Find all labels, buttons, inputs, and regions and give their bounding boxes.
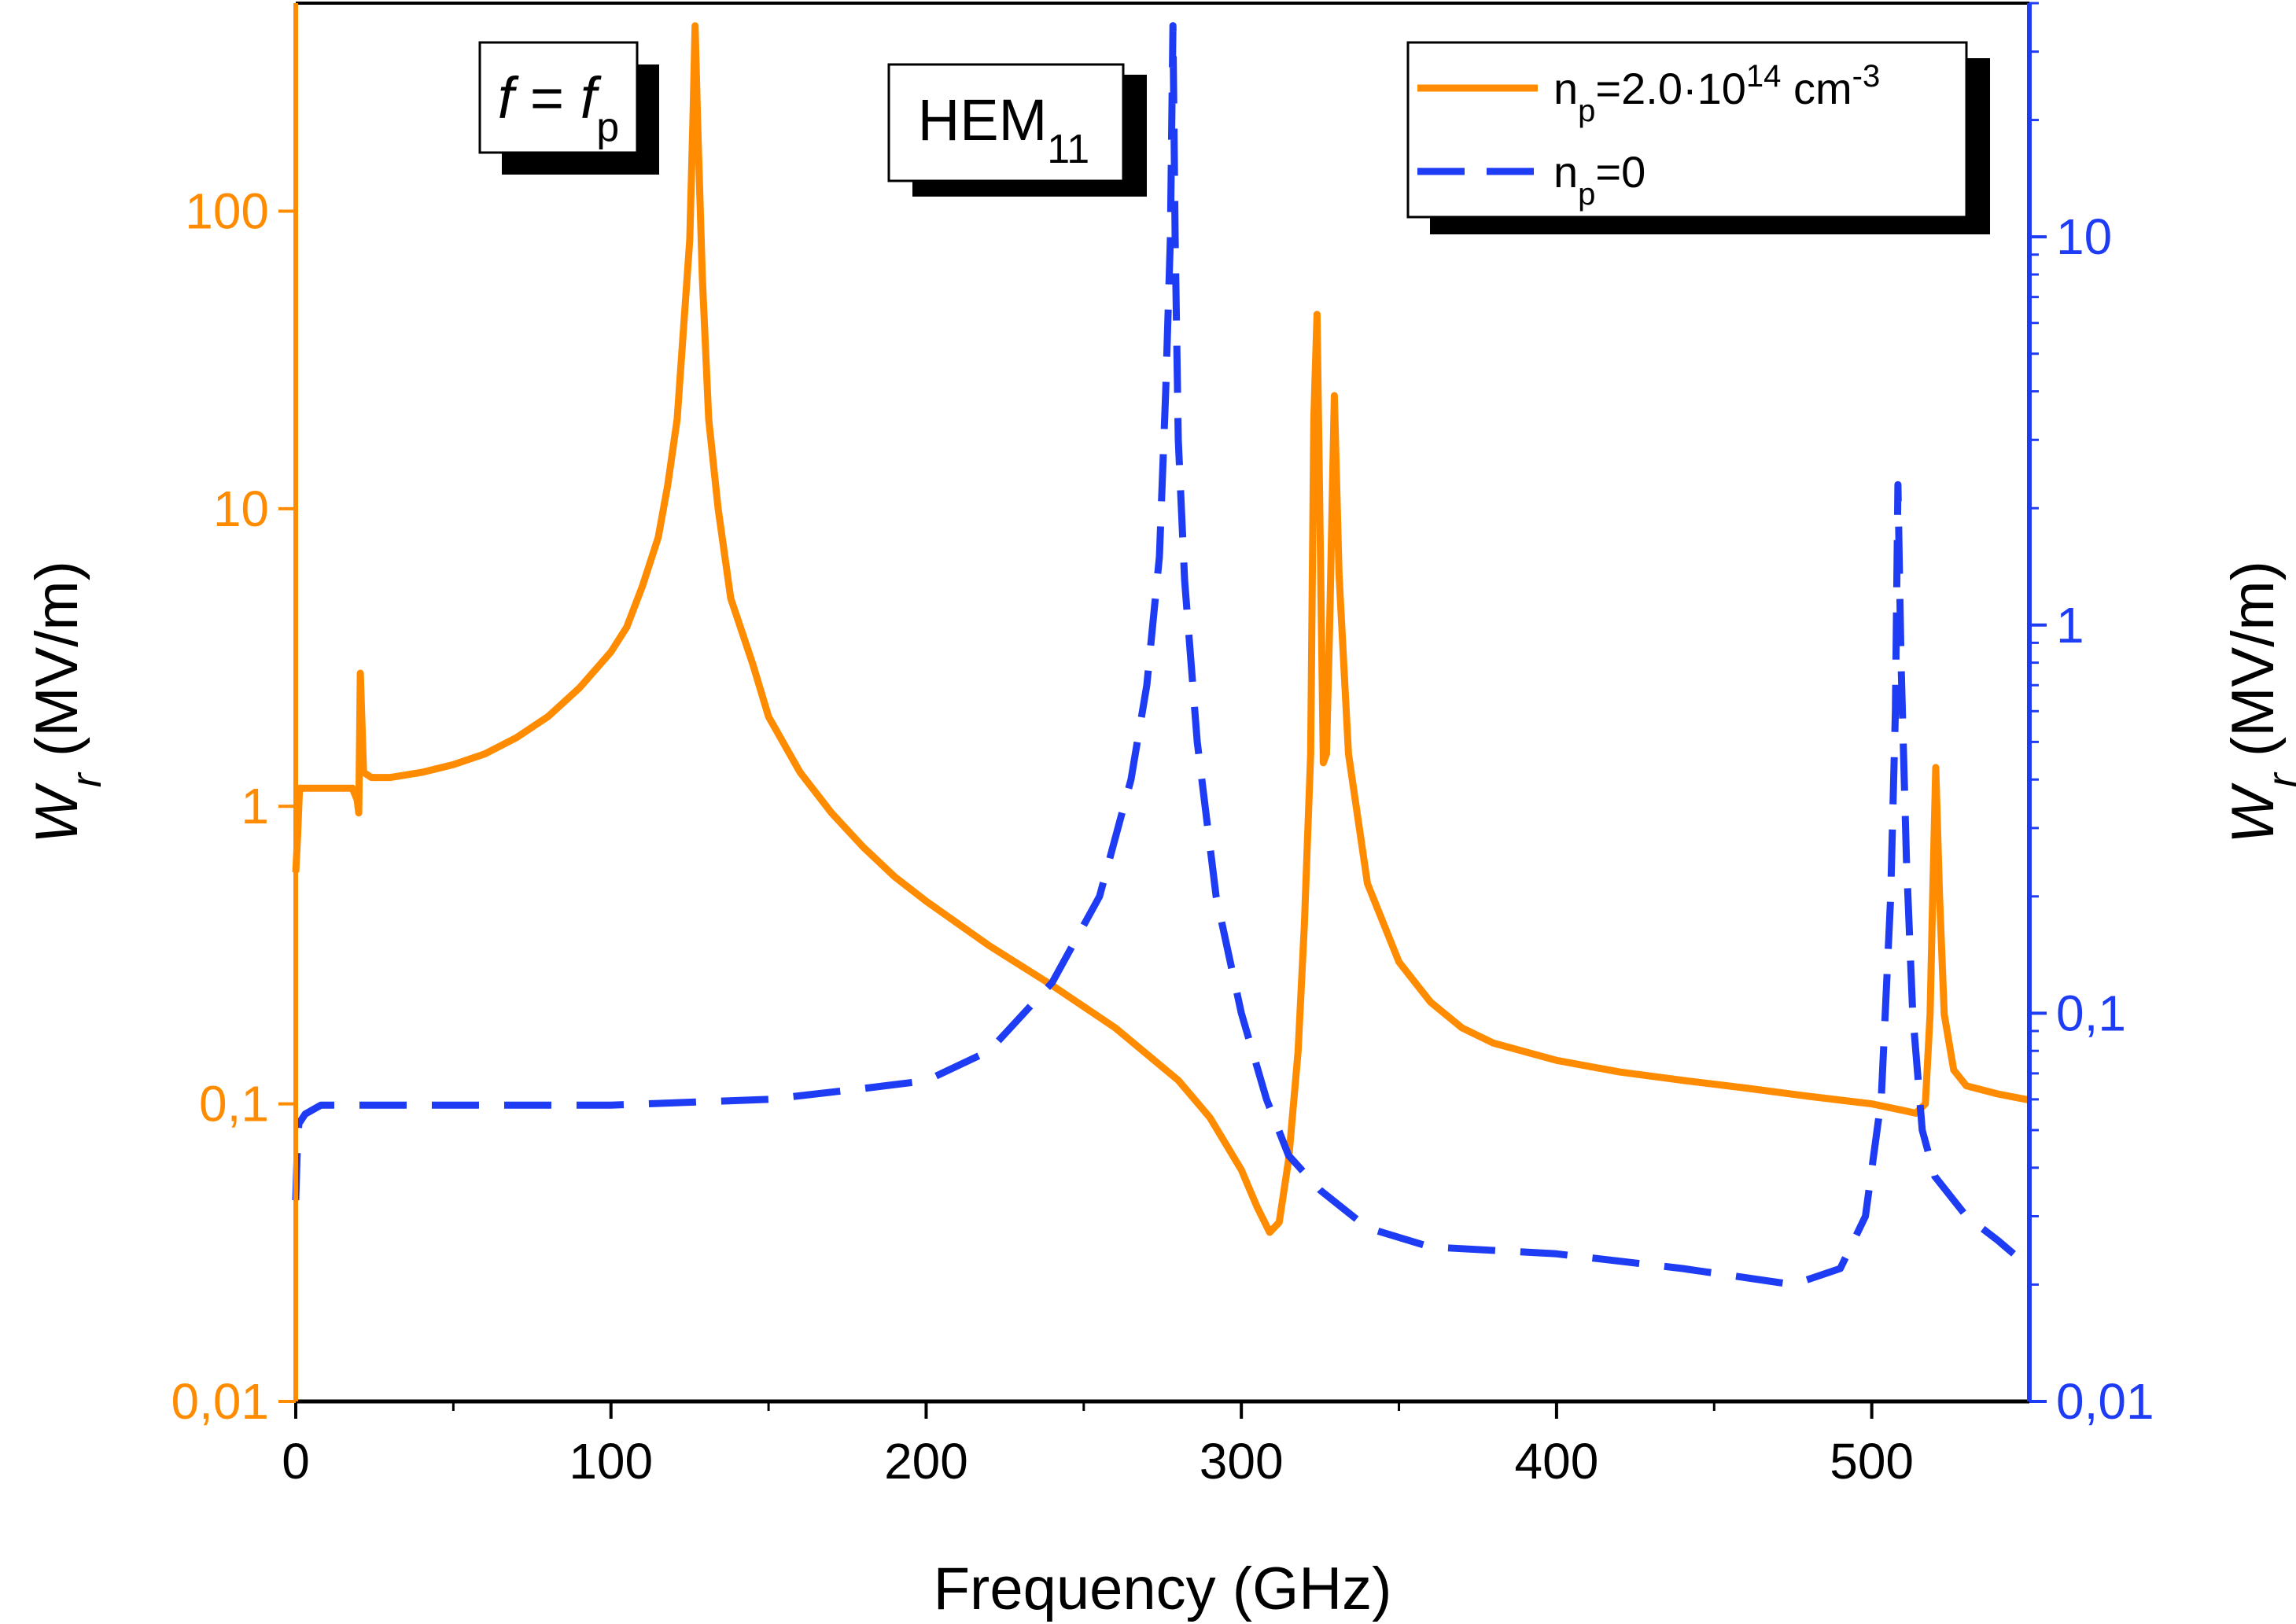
legend-blue-n: n <box>1553 147 1578 197</box>
left-y-title-sub: r <box>63 771 110 787</box>
annotation-f-box <box>478 41 639 154</box>
right-y-tick-label: 10 <box>2056 208 2112 265</box>
right-y-axis-title: Wr (MV/m) <box>2220 561 2296 844</box>
x-tick-label: 100 <box>569 1433 653 1490</box>
left-y-tick-label: 0,01 <box>171 1373 269 1430</box>
x-tick-label: 300 <box>1200 1433 1284 1490</box>
legend-orange-n: n <box>1553 64 1578 113</box>
series-layer <box>292 22 2030 1288</box>
right-y-tick-label: 0,1 <box>2056 985 2126 1041</box>
right-y-tick-label: 1 <box>2056 597 2084 654</box>
legend-label-blue: np=0 <box>1553 147 1646 212</box>
x-tick-label: 200 <box>884 1433 968 1490</box>
series-line-np-0 <box>292 22 2016 1288</box>
legend-orange-sub: p <box>1578 94 1595 128</box>
legend-orange-sup: 14 <box>1746 59 1782 94</box>
left-y-tick-label: 1 <box>241 778 269 834</box>
right-y-title-unit: (MV/m) <box>2220 561 2287 773</box>
series-line-np-2e14 <box>292 22 2030 1236</box>
x-tick-label: 500 <box>1830 1433 1914 1490</box>
right-y-title-main: W <box>2220 783 2287 844</box>
left-y-title-unit: (MV/m) <box>24 561 90 773</box>
legend-box <box>1406 41 1968 219</box>
legend-orange-eq: =2.0·10 <box>1595 64 1746 113</box>
left-y-tick-label: 100 <box>185 182 269 239</box>
right-y-title-sub: r <box>2259 771 2296 787</box>
left-y-title-main: W <box>24 783 90 844</box>
legend-orange-unit-sup: -3 <box>1852 59 1881 94</box>
left-y-tick-label: 0,1 <box>199 1076 269 1132</box>
annotation-hem-sub: 11 <box>1047 127 1089 172</box>
legend-blue-eq: =0 <box>1595 147 1646 197</box>
x-tick-label: 0 <box>282 1433 310 1490</box>
left-y-tick-label: 10 <box>213 481 269 537</box>
annotation-hem11: HEM11 <box>887 63 1147 197</box>
legend: np=2.0·1014 cm-3 np=0 <box>1406 41 1990 234</box>
annotation-f-equals: = <box>514 65 580 131</box>
annotation-hem-main: HEM <box>918 87 1047 153</box>
right-y-tick-label: 0,01 <box>2056 1373 2154 1430</box>
annotation-f-equals-fp: f = fp <box>478 41 659 175</box>
x-tick-label: 400 <box>1515 1433 1599 1490</box>
annotation-hem-text: HEM11 <box>918 87 1089 172</box>
x-axis-title: Frequency (GHz) <box>934 1556 1392 1622</box>
left-y-axis-title: Wr (MV/m) <box>24 561 110 844</box>
legend-blue-sub: p <box>1578 177 1595 212</box>
annotation-fp-sub: p <box>596 105 619 150</box>
legend-label-orange: np=2.0·1014 cm-3 <box>1553 59 1880 128</box>
legend-orange-unit: cm <box>1781 64 1852 113</box>
tick-layer: 0 100 200 300 400 500 0,01 0,1 1 10 100 0,01 0,1 1 10 <box>171 2 2154 1490</box>
annotation-hem-box <box>887 63 1125 182</box>
